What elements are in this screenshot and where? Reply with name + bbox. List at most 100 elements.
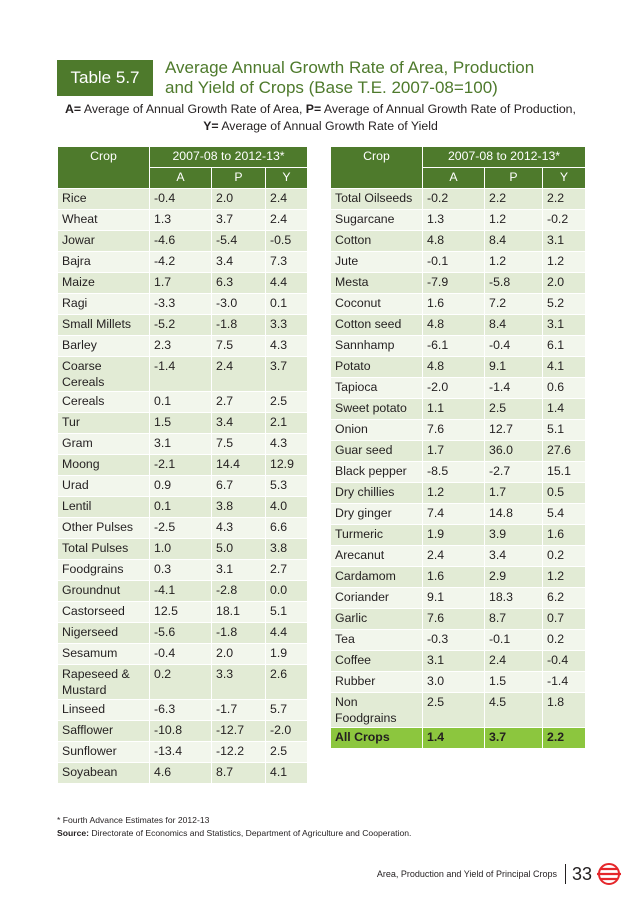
value-p-cell: 14.8 xyxy=(484,503,543,525)
value-a-cell: -4.2 xyxy=(149,251,212,273)
legend-p-key: P= xyxy=(305,102,322,116)
table-row: Sweet potato 1.1 2.5 1.4 xyxy=(330,398,587,420)
table-row: Urad 0.9 6.7 5.3 xyxy=(57,475,309,497)
value-a-cell: 4.8 xyxy=(422,230,485,252)
value-y-cell: 1.8 xyxy=(541,692,587,728)
table-row: Lentil 0.1 3.8 4.0 xyxy=(57,496,309,518)
value-a-cell: 4.8 xyxy=(422,356,485,378)
value-a-cell: -7.9 xyxy=(422,272,485,294)
value-p-cell: 3.9 xyxy=(484,524,543,546)
value-y-cell: -1.4 xyxy=(541,671,587,693)
value-a-cell: -0.1 xyxy=(422,251,485,273)
table-row: Wheat 1.3 3.7 2.4 xyxy=(57,209,309,231)
value-p-cell: 8.7 xyxy=(484,608,543,630)
value-a-cell: 4.6 xyxy=(149,762,212,784)
value-a-cell: -2.0 xyxy=(422,377,485,399)
value-y-cell: 5.1 xyxy=(541,419,587,441)
crop-name-cell: Soyabean xyxy=(57,762,150,784)
value-a-cell: 0.1 xyxy=(149,391,212,413)
value-y-cell: 2.4 xyxy=(264,188,309,210)
table-row: Dry chillies 1.2 1.7 0.5 xyxy=(330,482,587,504)
value-p-cell: 7.5 xyxy=(211,335,266,357)
table-row: Rubber 3.0 1.5 -1.4 xyxy=(330,671,587,693)
value-y-cell: 5.1 xyxy=(264,601,309,623)
crop-name-cell: Castorseed xyxy=(57,601,150,623)
crop-name-cell: Jowar xyxy=(57,230,150,252)
table-row: Coarse Cereals -1.4 2.4 3.7 xyxy=(57,356,309,392)
table-row: Cotton seed 4.8 8.4 3.1 xyxy=(330,314,587,336)
crop-name-cell: Turmeric xyxy=(330,524,423,546)
value-a-cell: 7.6 xyxy=(422,608,485,630)
table-row: Total Pulses 1.0 5.0 3.8 xyxy=(57,538,309,560)
value-p-cell: 7.2 xyxy=(484,293,543,315)
table-row: Total Oilseeds -0.2 2.2 2.2 xyxy=(330,188,587,210)
value-p-cell: 3.7 xyxy=(484,727,543,749)
page-title: Average Annual Growth Rate of Area, Prod… xyxy=(165,58,605,98)
value-y-cell: 1.2 xyxy=(541,566,587,588)
value-a-cell: 1.0 xyxy=(149,538,212,560)
value-a-cell: 1.4 xyxy=(422,727,485,749)
value-y-cell: 0.0 xyxy=(264,580,309,602)
table-row: Moong -2.1 14.4 12.9 xyxy=(57,454,309,476)
crop-name-cell: Garlic xyxy=(330,608,423,630)
value-p-cell: 2.9 xyxy=(484,566,543,588)
value-p-cell: -2.7 xyxy=(484,461,543,483)
value-p-cell: -5.8 xyxy=(484,272,543,294)
crop-name-cell: Onion xyxy=(330,419,423,441)
publisher-logo-icon xyxy=(597,863,621,885)
value-y-cell: 1.9 xyxy=(264,643,309,665)
value-a-cell: -4.6 xyxy=(149,230,212,252)
value-p-cell: 3.7 xyxy=(211,209,266,231)
crop-name-cell: All Crops xyxy=(330,727,423,749)
table-row: Potato 4.8 9.1 4.1 xyxy=(330,356,587,378)
crop-name-cell: Sunflower xyxy=(57,741,150,763)
crop-name-cell: Coarse Cereals xyxy=(57,356,150,392)
value-a-cell: -5.6 xyxy=(149,622,212,644)
value-y-cell: 2.0 xyxy=(541,272,587,294)
value-p-cell: -1.8 xyxy=(211,314,266,336)
value-y-cell: 0.2 xyxy=(541,629,587,651)
value-y-cell: 1.6 xyxy=(541,524,587,546)
value-a-cell: 1.3 xyxy=(149,209,212,231)
column-header-y: Y xyxy=(541,167,587,189)
value-p-cell: -12.2 xyxy=(211,741,266,763)
value-p-cell: -2.8 xyxy=(211,580,266,602)
value-y-cell: -0.4 xyxy=(541,650,587,672)
footer-divider xyxy=(564,864,566,884)
value-y-cell: 4.3 xyxy=(264,433,309,455)
value-p-cell: -1.7 xyxy=(211,699,266,721)
value-a-cell: -1.4 xyxy=(149,356,212,392)
value-p-cell: 2.2 xyxy=(484,188,543,210)
table-row: Non Foodgrains 2.5 4.5 1.8 xyxy=(330,692,587,728)
value-y-cell: 6.6 xyxy=(264,517,309,539)
value-p-cell: 8.4 xyxy=(484,230,543,252)
column-header-y: Y xyxy=(264,167,309,189)
value-y-cell: 1.4 xyxy=(541,398,587,420)
table-row: Soyabean 4.6 8.7 4.1 xyxy=(57,762,309,784)
table-row: Cotton 4.8 8.4 3.1 xyxy=(330,230,587,252)
crop-name-cell: Safflower xyxy=(57,720,150,742)
value-p-cell: 1.2 xyxy=(484,251,543,273)
crop-name-cell: Ragi xyxy=(57,293,150,315)
table-row: Coffee 3.1 2.4 -0.4 xyxy=(330,650,587,672)
table-row: Jute -0.1 1.2 1.2 xyxy=(330,251,587,273)
crop-name-cell: Coriander xyxy=(330,587,423,609)
crop-name-cell: Nigerseed xyxy=(57,622,150,644)
value-p-cell: 3.4 xyxy=(211,251,266,273)
table-row: Sunflower -13.4 -12.2 2.5 xyxy=(57,741,309,763)
value-y-cell: 0.7 xyxy=(541,608,587,630)
value-y-cell: 0.1 xyxy=(264,293,309,315)
crop-name-cell: Tea xyxy=(330,629,423,651)
value-a-cell: 1.3 xyxy=(422,209,485,231)
value-a-cell: 1.6 xyxy=(422,566,485,588)
crop-name-cell: Coconut xyxy=(330,293,423,315)
crop-name-cell: Wheat xyxy=(57,209,150,231)
value-a-cell: -2.5 xyxy=(149,517,212,539)
crop-name-cell: Sannhamp xyxy=(330,335,423,357)
crop-name-cell: Foodgrains xyxy=(57,559,150,581)
value-a-cell: 7.4 xyxy=(422,503,485,525)
value-y-cell: -0.2 xyxy=(541,209,587,231)
value-p-cell: -5.4 xyxy=(211,230,266,252)
value-a-cell: -8.5 xyxy=(422,461,485,483)
value-p-cell: 9.1 xyxy=(484,356,543,378)
